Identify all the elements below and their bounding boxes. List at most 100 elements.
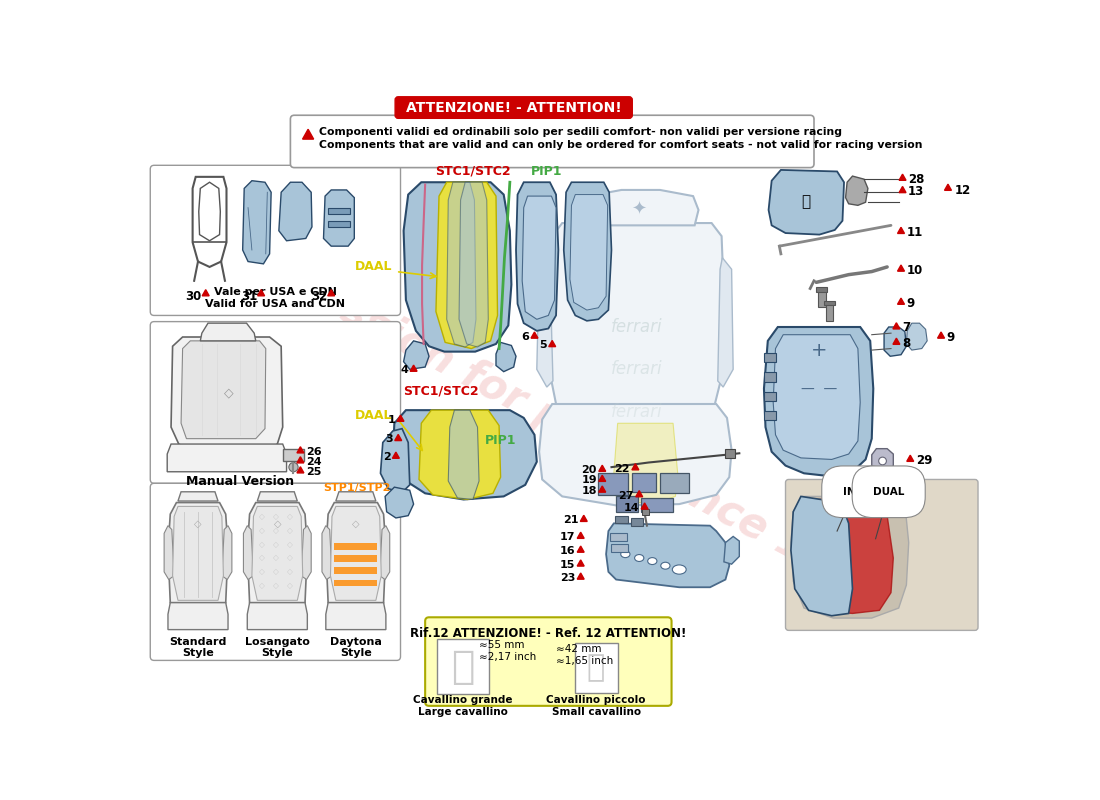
Polygon shape — [167, 444, 286, 472]
Polygon shape — [539, 404, 732, 506]
Polygon shape — [410, 365, 417, 371]
Text: a passion for parts since 1985: a passion for parts since 1985 — [245, 242, 890, 612]
Polygon shape — [182, 341, 266, 438]
Polygon shape — [419, 410, 500, 499]
Text: ◇: ◇ — [274, 519, 282, 529]
Polygon shape — [791, 496, 909, 618]
Polygon shape — [336, 492, 376, 501]
FancyBboxPatch shape — [151, 322, 400, 483]
Polygon shape — [522, 196, 556, 319]
Polygon shape — [326, 602, 386, 630]
Polygon shape — [328, 290, 334, 296]
Polygon shape — [172, 337, 283, 454]
Text: 1: 1 — [387, 415, 395, 425]
Polygon shape — [322, 526, 332, 579]
Polygon shape — [717, 258, 733, 387]
Bar — [334, 542, 377, 550]
Text: 𝓕: 𝓕 — [451, 647, 474, 686]
Text: 4: 4 — [400, 365, 408, 375]
Text: 16: 16 — [560, 546, 575, 556]
Bar — [616, 496, 638, 512]
Bar — [334, 579, 377, 586]
Text: ◇: ◇ — [258, 512, 265, 521]
Polygon shape — [906, 323, 927, 350]
Polygon shape — [548, 223, 724, 429]
Text: 22: 22 — [615, 464, 630, 474]
Text: STP1/STP2: STP1/STP2 — [323, 483, 392, 494]
Polygon shape — [598, 466, 606, 471]
Text: DAAL: DAAL — [355, 409, 393, 422]
Text: ◇: ◇ — [287, 526, 293, 534]
Bar — [640, 498, 673, 512]
Bar — [631, 474, 656, 492]
Text: +: + — [811, 341, 827, 360]
Polygon shape — [791, 496, 852, 616]
Polygon shape — [393, 410, 537, 499]
Text: ◇: ◇ — [352, 519, 360, 529]
Bar — [283, 449, 305, 461]
Text: 13: 13 — [908, 185, 924, 198]
Bar — [818, 289, 825, 307]
Polygon shape — [248, 602, 307, 630]
Polygon shape — [404, 182, 512, 352]
Ellipse shape — [661, 562, 670, 569]
Polygon shape — [898, 298, 904, 304]
Text: 14: 14 — [624, 503, 639, 513]
Text: —  —: — — — [801, 382, 837, 396]
Text: DAAL: DAAL — [355, 261, 393, 274]
Polygon shape — [164, 526, 174, 579]
Ellipse shape — [648, 558, 657, 565]
Polygon shape — [578, 573, 584, 579]
Text: 28: 28 — [908, 173, 924, 186]
Text: 2: 2 — [383, 452, 390, 462]
Text: ◇: ◇ — [195, 519, 201, 529]
Text: Rif.12 ATTENZIONE! - Ref. 12 ATTENTION!: Rif.12 ATTENZIONE! - Ref. 12 ATTENTION! — [410, 627, 686, 640]
Text: 18: 18 — [582, 486, 597, 496]
Bar — [763, 411, 777, 420]
Text: 30: 30 — [186, 290, 202, 302]
Bar — [660, 474, 690, 494]
Text: ferrari: ferrari — [612, 402, 662, 421]
Text: ◇: ◇ — [224, 386, 233, 399]
Text: PIP1: PIP1 — [485, 434, 516, 447]
Polygon shape — [459, 182, 488, 347]
Text: ◇: ◇ — [258, 554, 265, 562]
Text: ≈42 mm
≈1,65 inch: ≈42 mm ≈1,65 inch — [556, 644, 614, 666]
Polygon shape — [302, 130, 313, 139]
Text: 32: 32 — [311, 290, 328, 302]
Bar — [726, 449, 735, 458]
Text: ✦: ✦ — [631, 201, 647, 219]
Polygon shape — [297, 457, 304, 463]
Text: Componenti validi ed ordinabili solo per sedili comfort- non validi per versione: Componenti validi ed ordinabili solo per… — [319, 127, 842, 137]
Polygon shape — [397, 415, 404, 422]
Text: STC1/STC2: STC1/STC2 — [404, 385, 480, 398]
Text: STC1/STC2: STC1/STC2 — [436, 165, 510, 178]
Text: 𝓕: 𝓕 — [587, 654, 605, 682]
Bar — [612, 544, 628, 552]
Polygon shape — [379, 526, 389, 579]
Bar — [334, 555, 377, 562]
Polygon shape — [606, 523, 729, 587]
Text: ◇: ◇ — [287, 582, 293, 590]
Polygon shape — [257, 492, 297, 501]
Bar — [575, 642, 618, 693]
Polygon shape — [531, 332, 538, 338]
Polygon shape — [323, 190, 354, 246]
Text: ◇: ◇ — [273, 540, 278, 549]
Text: 10: 10 — [906, 263, 923, 277]
Text: ferrari: ferrari — [612, 360, 662, 378]
Polygon shape — [178, 492, 218, 501]
Ellipse shape — [635, 554, 643, 562]
Polygon shape — [945, 184, 952, 190]
Text: ◇: ◇ — [273, 554, 278, 562]
Polygon shape — [578, 546, 584, 552]
Text: Losangato
Style: Losangato Style — [245, 637, 310, 658]
Text: ◇: ◇ — [273, 582, 278, 590]
Polygon shape — [773, 334, 860, 459]
Text: ◇: ◇ — [287, 512, 293, 521]
Text: 3: 3 — [385, 434, 393, 445]
Polygon shape — [598, 475, 606, 482]
Text: 19: 19 — [581, 475, 597, 486]
Bar — [630, 518, 644, 526]
Circle shape — [289, 462, 298, 472]
